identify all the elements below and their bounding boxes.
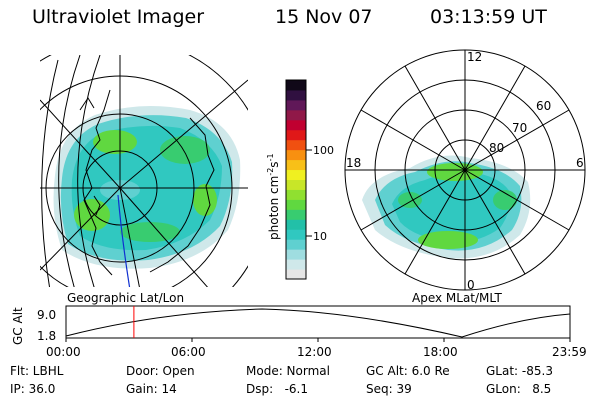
colorbar-band — [286, 169, 306, 180]
alt-x-tick-0600: 06:00 — [171, 345, 206, 359]
alt-x-tick-0000: 00:00 — [46, 345, 81, 359]
alt-y-axis-label: GC Alt — [11, 307, 25, 345]
left-panel-label: Geographic Lat/Lon — [67, 291, 184, 305]
alt-y-tick-top: 9.0 — [37, 308, 56, 322]
glon-info: GLon: 8.5 — [486, 382, 552, 396]
colorbar-band — [286, 269, 306, 280]
altitude-curve — [65, 308, 571, 338]
instrument-title: Ultraviolet Imager — [32, 6, 205, 28]
mlt-label-0: 0 — [467, 278, 475, 292]
colorbar-band — [286, 219, 306, 230]
colorbar-band — [286, 139, 306, 151]
colorbar-band — [286, 149, 306, 161]
seq-info: Seq: 39 — [366, 382, 412, 396]
door-info: Door: Open — [126, 364, 195, 378]
colorbar-tick-100: 100 — [313, 144, 334, 157]
mlat-label-70: 70 — [512, 121, 527, 135]
colorbar-unit-label: photon cm-2s-1 — [266, 153, 281, 240]
left-emission-image — [53, 106, 241, 269]
alt-x-tick-2359: 23:59 — [552, 345, 587, 359]
filter-info: Flt: LBHL — [10, 364, 64, 378]
colorbar-band — [286, 199, 306, 210]
right-panel-label: Apex MLat/MLT — [412, 291, 502, 305]
colorbar: 100 10 photon cm-2s-1 — [266, 79, 334, 280]
mlat-label-60: 60 — [536, 99, 551, 113]
colorbar-tick-10: 10 — [313, 230, 327, 243]
colorbar-band — [286, 109, 306, 121]
dsp-info: Dsp: -6.1 — [246, 382, 309, 396]
colorbar-band — [286, 129, 306, 141]
glat-info: GLat: -85.3 — [486, 364, 553, 378]
altitude-plot: 9.0 1.8 GC Alt 00:00 06:00 12:00 18:00 2… — [11, 305, 587, 359]
alt-x-tick-1200: 12:00 — [297, 345, 332, 359]
geographic-image-panel — [40, 55, 248, 287]
colorbar-band — [286, 119, 306, 131]
mode-info: Mode: Normal — [246, 364, 330, 378]
observation-date: 15 Nov 07 — [275, 6, 373, 28]
mlt-label-6: 6 — [576, 156, 584, 170]
right-emission-image — [362, 155, 531, 259]
gain-info: Gain: 14 — [126, 382, 177, 396]
alt-y-tick-bottom: 1.8 — [37, 329, 56, 343]
colorbar-band — [286, 99, 306, 111]
mlt-label-18: 18 — [346, 156, 361, 170]
magnetic-polar-panel: 12 18 6 0 60 70 80 — [344, 49, 586, 292]
colorbar-band — [286, 89, 306, 101]
mlat-label-80: 80 — [489, 141, 504, 155]
gc-alt-info: GC Alt: 6.0 Re — [366, 364, 450, 378]
colorbar-band — [286, 80, 306, 91]
alt-x-tick-1800: 18:00 — [423, 345, 458, 359]
colorbar-band — [286, 179, 306, 190]
satellite-track-line — [117, 194, 131, 287]
mlt-label-12: 12 — [467, 50, 482, 64]
colorbar-band — [286, 189, 306, 200]
colorbar-band — [286, 259, 306, 270]
colorbar-band — [286, 159, 306, 171]
colorbar-band — [286, 249, 306, 260]
colorbar-band — [286, 209, 306, 220]
colorbar-band — [286, 229, 306, 240]
observation-time: 03:13:59 UT — [430, 6, 547, 28]
ip-info: IP: 36.0 — [10, 382, 56, 396]
colorbar-band — [286, 239, 306, 250]
